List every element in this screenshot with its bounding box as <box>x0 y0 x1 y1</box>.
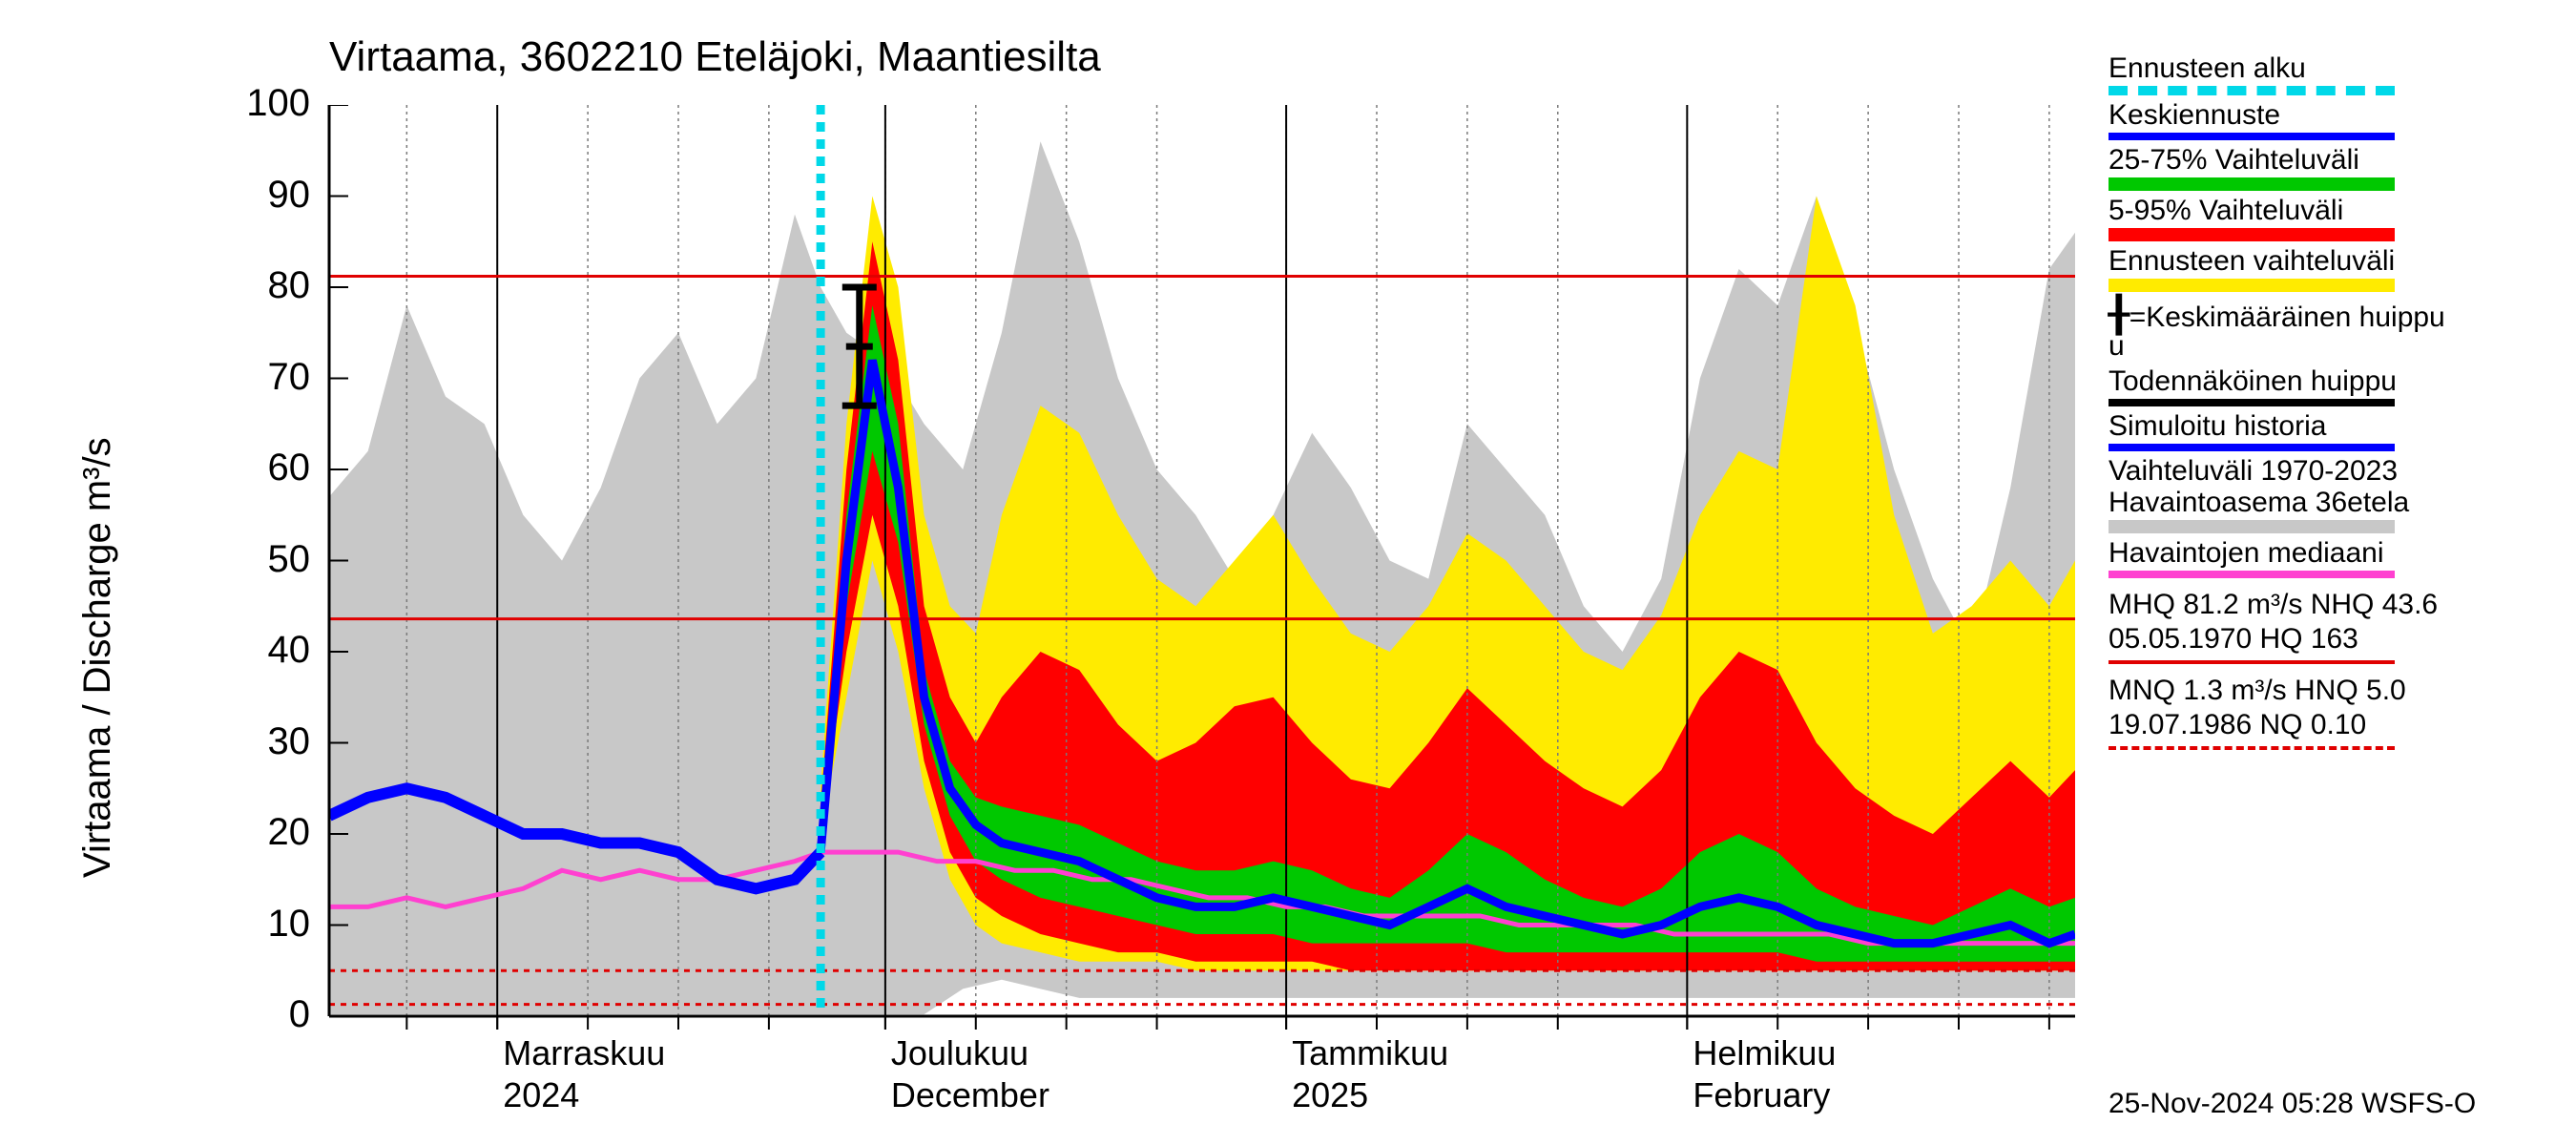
legend-item: Ennusteen alku <box>2109 52 2557 95</box>
x-month-label: Helmikuu <box>1693 1033 1836 1073</box>
legend-item: ╂=Keskimääräinen huippuu <box>2109 296 2557 362</box>
footer-timestamp: 25-Nov-2024 05:28 WSFS-O <box>2109 1088 2476 1120</box>
x-month-label: Tammikuu <box>1292 1033 1448 1073</box>
x-month-label: Joulukuu <box>891 1033 1028 1073</box>
x-month-sublabel: 2025 <box>1292 1075 1368 1115</box>
legend-swatch <box>2109 279 2395 292</box>
chart-container: Virtaama, 3602210 Eteläjoki, Maantiesilt… <box>0 0 2576 1145</box>
chart-title: Virtaama, 3602210 Eteläjoki, Maantiesilt… <box>329 33 1101 81</box>
legend-stats-rule <box>2109 746 2395 750</box>
y-tick-label: 60 <box>215 447 310 489</box>
x-month-sublabel: February <box>1693 1075 1830 1115</box>
legend: Ennusteen alku Keskiennuste 25-75% Vaihtel… <box>2109 52 2557 750</box>
y-tick-label: 70 <box>215 356 310 399</box>
y-tick-label: 20 <box>215 811 310 854</box>
legend-label: Havaintojen mediaani <box>2109 537 2557 569</box>
y-tick-label: 30 <box>215 720 310 763</box>
y-tick-label: 90 <box>215 174 310 217</box>
legend-label: ╂=Keskimääräinen huippu <box>2109 296 2557 334</box>
legend-label: Todennäköinen huippu <box>2109 365 2557 397</box>
y-axis-label: Virtaama / Discharge m³/s <box>76 437 119 878</box>
plot-area <box>329 105 2075 1016</box>
y-tick-label: 40 <box>215 629 310 672</box>
legend-swatch <box>2109 133 2395 140</box>
legend-item: Ennusteen vaihteluväli <box>2109 245 2557 292</box>
legend-item: 25-75% Vaihteluväli <box>2109 144 2557 191</box>
legend-item: Havaintojen mediaani <box>2109 537 2557 578</box>
x-month-sublabel: December <box>891 1075 1049 1115</box>
legend-stats-rule <box>2109 660 2395 664</box>
y-tick-label: 100 <box>215 82 310 125</box>
legend-label: Vaihteluväli 1970-2023 <box>2109 455 2557 487</box>
legend-stats: MHQ 81.2 m³/s NHQ 43.605.05.1970 HQ 163 <box>2109 588 2557 664</box>
legend-label: Ennusteen alku <box>2109 52 2557 84</box>
legend-swatch <box>2109 520 2395 533</box>
legend-swatch <box>2109 228 2395 241</box>
y-tick-label: 10 <box>215 903 310 946</box>
y-tick-label: 50 <box>215 538 310 581</box>
legend-swatch <box>2109 571 2395 578</box>
legend-item: Keskiennuste <box>2109 99 2557 140</box>
legend-stats: MNQ 1.3 m³/s HNQ 5.019.07.1986 NQ 0.10 <box>2109 674 2557 750</box>
y-tick-label: 80 <box>215 264 310 307</box>
legend-swatch <box>2109 86 2395 95</box>
peak-glyph-icon: ╂ <box>2109 295 2129 334</box>
x-month-label: Marraskuu <box>503 1033 665 1073</box>
legend-swatch <box>2109 399 2395 406</box>
legend-item: Vaihteluväli 1970-2023 Havaintoasema 36e… <box>2109 455 2557 533</box>
legend-label: 25-75% Vaihteluväli <box>2109 144 2557 176</box>
legend-label: Ennusteen vaihteluväli <box>2109 245 2557 277</box>
x-month-sublabel: 2024 <box>503 1075 579 1115</box>
legend-swatch <box>2109 444 2395 451</box>
legend-item: 5-95% Vaihteluväli <box>2109 195 2557 241</box>
y-tick-label: 0 <box>215 993 310 1036</box>
legend-item: Todennäköinen huippu <box>2109 365 2557 406</box>
legend-item: Simuloitu historia <box>2109 410 2557 451</box>
legend-swatch <box>2109 177 2395 191</box>
legend-label: 5-95% Vaihteluväli <box>2109 195 2557 226</box>
legend-label: Keskiennuste <box>2109 99 2557 131</box>
legend-label: Simuloitu historia <box>2109 410 2557 442</box>
